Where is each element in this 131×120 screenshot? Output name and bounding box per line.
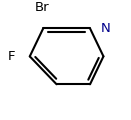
Text: N: N [101,22,111,35]
Text: Br: Br [35,1,49,14]
Text: F: F [8,50,15,63]
